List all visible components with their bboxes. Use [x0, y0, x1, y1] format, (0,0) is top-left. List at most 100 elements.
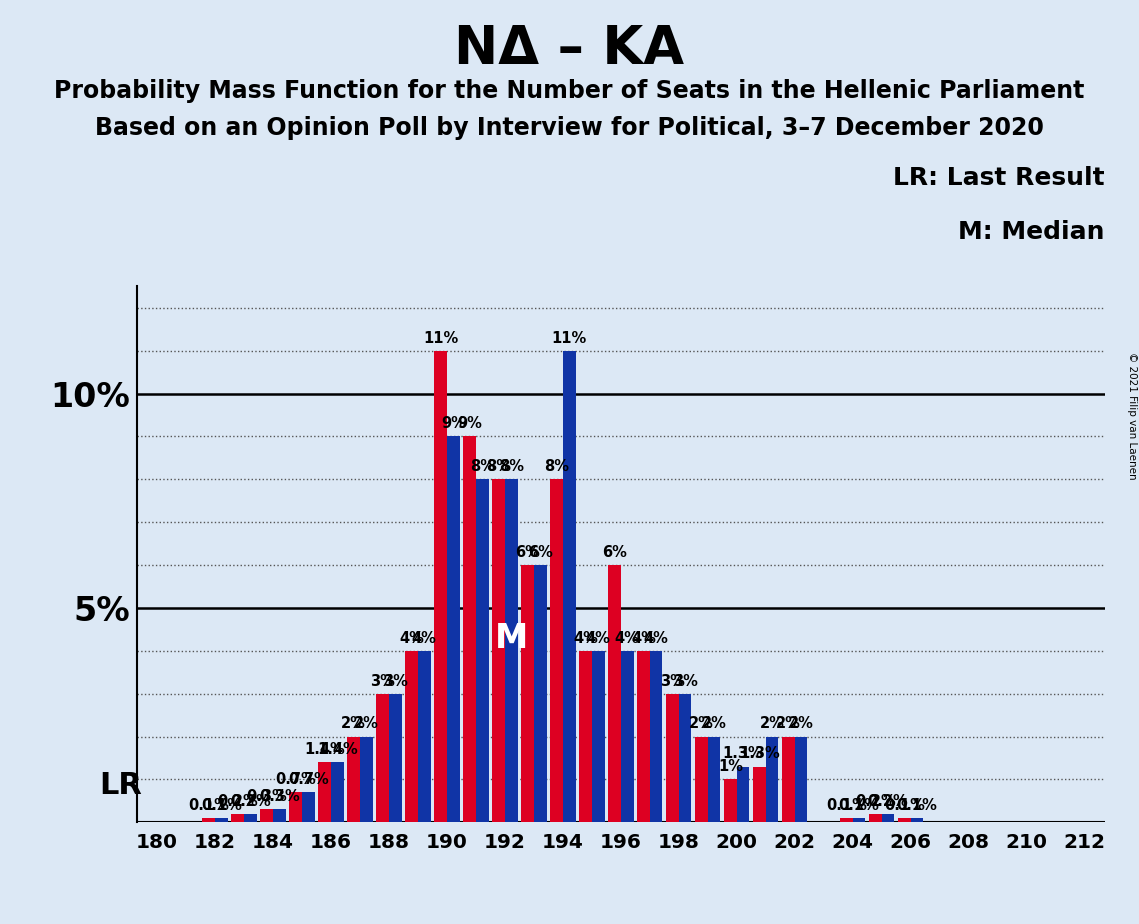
Text: 0.3%: 0.3%	[259, 789, 300, 805]
Bar	[707, 736, 721, 822]
Text: 0.2%: 0.2%	[218, 794, 257, 808]
Bar	[405, 650, 418, 822]
Bar	[273, 809, 286, 822]
Text: 2%: 2%	[788, 716, 813, 732]
Bar	[302, 793, 314, 822]
Bar	[579, 650, 592, 822]
Text: 4%: 4%	[399, 631, 424, 646]
Text: NΔ – KA: NΔ – KA	[454, 23, 685, 75]
Text: 11%: 11%	[423, 331, 458, 346]
Text: 2%: 2%	[689, 716, 714, 732]
Text: 6%: 6%	[515, 545, 540, 560]
Text: LR: Last Result: LR: Last Result	[893, 166, 1105, 190]
Text: 1.3%: 1.3%	[739, 747, 780, 761]
Bar	[464, 436, 476, 822]
Bar	[260, 809, 273, 822]
Bar	[215, 818, 228, 822]
Text: 2%: 2%	[354, 716, 378, 732]
Text: 4%: 4%	[573, 631, 598, 646]
Bar	[695, 736, 707, 822]
Text: 0.2%: 0.2%	[868, 794, 909, 808]
Text: 1.4%: 1.4%	[304, 742, 345, 757]
Bar	[434, 351, 446, 822]
Bar	[318, 762, 331, 822]
Text: 0.1%: 0.1%	[884, 798, 925, 813]
Bar	[347, 736, 360, 822]
Text: 0.7%: 0.7%	[288, 772, 329, 787]
Text: 0.2%: 0.2%	[230, 794, 271, 808]
Bar	[666, 694, 679, 822]
Text: 0.1%: 0.1%	[826, 798, 867, 813]
Text: 0.2%: 0.2%	[855, 794, 895, 808]
Text: 8%: 8%	[469, 459, 494, 474]
Bar	[637, 650, 649, 822]
Bar	[505, 480, 517, 822]
Bar	[388, 694, 402, 822]
Bar	[753, 767, 765, 822]
Bar	[550, 480, 563, 822]
Text: Based on an Opinion Poll by Interview for Political, 3–7 December 2020: Based on an Opinion Poll by Interview fo…	[95, 116, 1044, 140]
Text: 8%: 8%	[499, 459, 524, 474]
Bar	[869, 814, 882, 822]
Text: 0.1%: 0.1%	[838, 798, 879, 813]
Bar	[853, 818, 866, 822]
Text: 2%: 2%	[702, 716, 727, 732]
Bar	[203, 818, 215, 822]
Bar	[621, 650, 633, 822]
Bar	[592, 650, 605, 822]
Bar	[476, 480, 489, 822]
Text: 0.1%: 0.1%	[896, 798, 937, 813]
Text: 0.1%: 0.1%	[188, 798, 229, 813]
Bar	[649, 650, 663, 822]
Text: 0.7%: 0.7%	[276, 772, 316, 787]
Text: 0.1%: 0.1%	[200, 798, 241, 813]
Text: M: M	[494, 622, 527, 654]
Text: 4%: 4%	[585, 631, 611, 646]
Text: 6%: 6%	[601, 545, 626, 560]
Bar	[563, 351, 575, 822]
Bar	[737, 767, 749, 822]
Bar	[679, 694, 691, 822]
Text: 0.3%: 0.3%	[246, 789, 287, 805]
Text: © 2021 Filip van Laenen: © 2021 Filip van Laenen	[1126, 352, 1137, 480]
Text: 1%: 1%	[718, 760, 743, 774]
Text: 4%: 4%	[631, 631, 656, 646]
Bar	[839, 818, 853, 822]
Text: 3%: 3%	[370, 674, 395, 688]
Text: 4%: 4%	[412, 631, 436, 646]
Bar	[446, 436, 460, 822]
Text: 3%: 3%	[383, 674, 408, 688]
Bar	[376, 694, 388, 822]
Bar	[289, 793, 302, 822]
Text: 8%: 8%	[486, 459, 511, 474]
Text: 4%: 4%	[615, 631, 640, 646]
Bar	[608, 565, 621, 822]
Text: 9%: 9%	[441, 417, 466, 432]
Bar	[331, 762, 344, 822]
Text: 4%: 4%	[644, 631, 669, 646]
Bar	[521, 565, 534, 822]
Text: 2%: 2%	[776, 716, 801, 732]
Bar	[795, 736, 808, 822]
Text: 2%: 2%	[341, 716, 366, 732]
Text: 6%: 6%	[527, 545, 552, 560]
Bar	[765, 736, 778, 822]
Bar	[898, 818, 910, 822]
Text: M: Median: M: Median	[958, 220, 1105, 244]
Bar	[910, 818, 924, 822]
Text: 11%: 11%	[551, 331, 587, 346]
Text: 9%: 9%	[457, 417, 482, 432]
Bar	[492, 480, 505, 822]
Text: 1.3%: 1.3%	[723, 747, 763, 761]
Bar	[360, 736, 372, 822]
Bar	[882, 814, 894, 822]
Text: Probability Mass Function for the Number of Seats in the Hellenic Parliament: Probability Mass Function for the Number…	[55, 79, 1084, 103]
Text: 3%: 3%	[673, 674, 697, 688]
Text: 1.4%: 1.4%	[317, 742, 358, 757]
Bar	[724, 780, 737, 822]
Text: 8%: 8%	[544, 459, 568, 474]
Text: LR: LR	[99, 772, 142, 800]
Bar	[534, 565, 547, 822]
Bar	[418, 650, 431, 822]
Bar	[244, 814, 256, 822]
